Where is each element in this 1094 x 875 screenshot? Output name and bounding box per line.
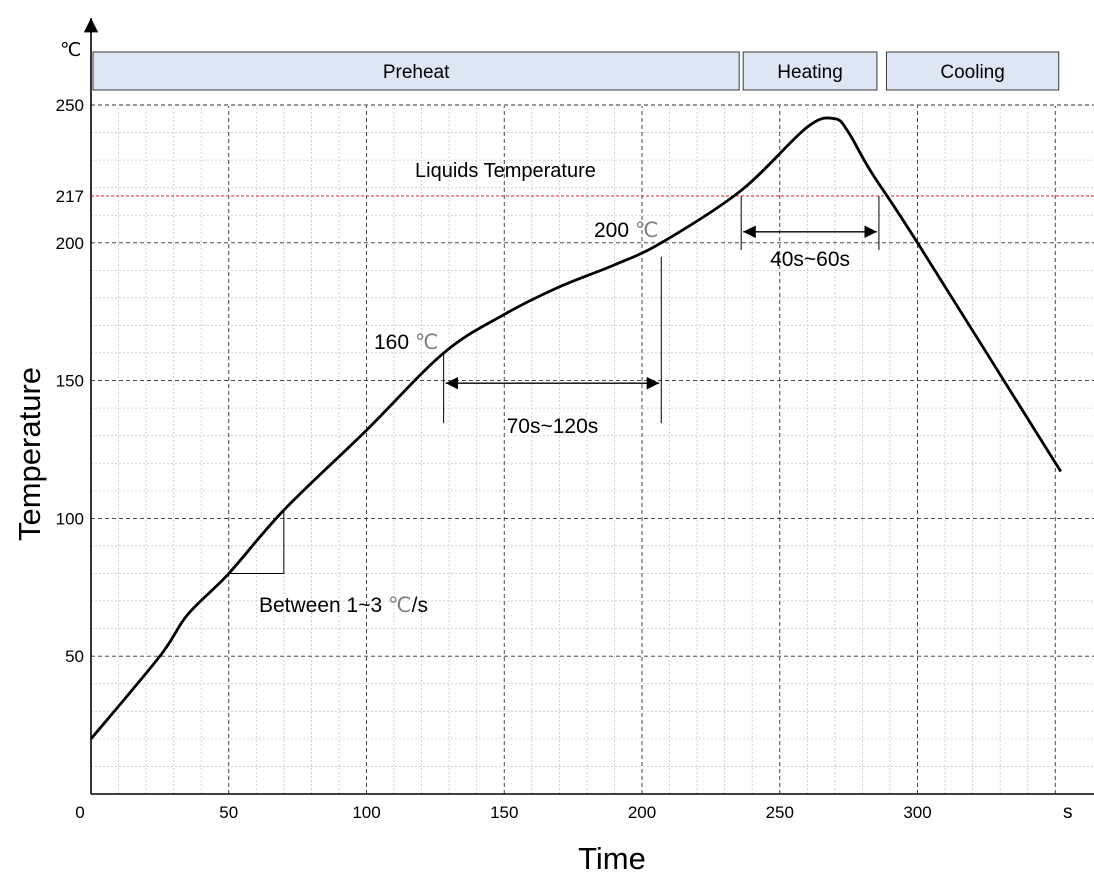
y-axis-unit: ℃ — [60, 40, 81, 61]
y-tick-label: 217 — [56, 187, 84, 206]
reflow-label: 40s~60s — [770, 248, 850, 271]
minor-grid — [91, 106, 1094, 794]
phase-label-cooling: Cooling — [940, 62, 1004, 83]
x-axis-title: Time — [578, 841, 646, 875]
phase-label-heating: Heating — [777, 62, 843, 83]
y-tick-label: 250 — [56, 96, 84, 115]
annotations: 70s~120s 40s~60s 160 ℃ 200 ℃ Between 1~3 ℃/s — [228, 195, 880, 617]
phase-band-heating — [742, 51, 878, 91]
temperature-curve — [89, 116, 1062, 740]
x-axis-unit: s — [1063, 802, 1073, 823]
phase-band-preheat — [92, 51, 740, 91]
x-tick-label: 100 — [352, 803, 380, 822]
y-tick-label: 100 — [56, 509, 84, 528]
rate-triangle — [228, 510, 285, 575]
label-160c: 160 ℃ — [374, 331, 438, 354]
x-tick-label: 300 — [903, 803, 931, 822]
soak-label: 70s~120s — [507, 415, 599, 438]
y-tick-label: 50 — [65, 647, 84, 666]
x-tick-label: 250 — [766, 803, 794, 822]
major-grid — [91, 104, 1094, 794]
phase-bands: Preheat Heating Cooling — [92, 51, 1060, 91]
tick-labels: 0 50 100 150 200 250 300 50 100 150 200 217 250 — [56, 96, 932, 822]
temperature-curve-group — [89, 116, 1062, 740]
phase-label-preheat: Preheat — [383, 62, 450, 83]
liquidus-reference: Liquids Temperature — [91, 160, 1094, 197]
y-tick-label: 150 — [56, 372, 84, 391]
liquidus-label: Liquids Temperature — [415, 160, 596, 182]
x-tick-label: 200 — [628, 803, 656, 822]
label-200c: 200 ℃ — [594, 219, 658, 242]
y-axis-title: Temperature — [12, 367, 47, 541]
x-tick-label: 150 — [490, 803, 518, 822]
y-tick-label: 200 — [56, 234, 84, 253]
x-tick-label: 50 — [219, 803, 238, 822]
phase-band-cooling — [885, 51, 1060, 91]
x-tick-label: 0 — [75, 803, 84, 822]
rate-label: Between 1~3 ℃/s — [259, 594, 428, 617]
axes — [83, 17, 1094, 795]
